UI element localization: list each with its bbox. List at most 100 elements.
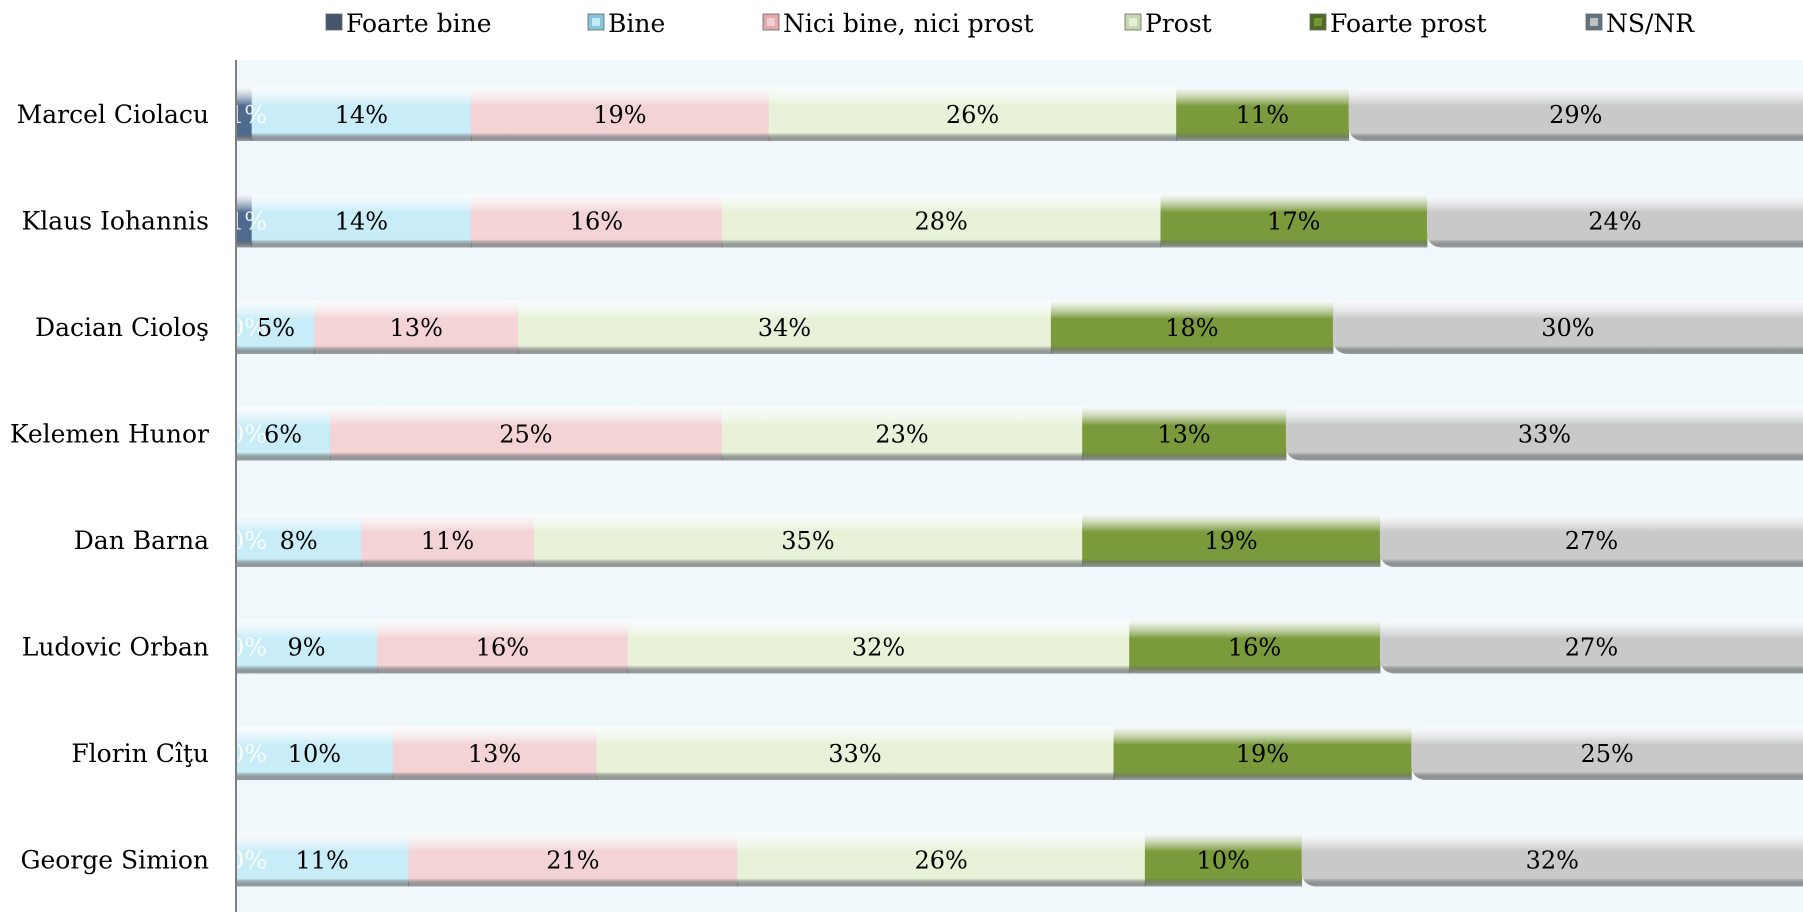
data-label-foarte-bine: 1% (229, 101, 267, 129)
data-label-ns-nr: 27% (1565, 634, 1618, 662)
bar-segment-nici-bine-nici-prost (471, 193, 723, 248)
legend-item-foarte-bine: Foarte bine (325, 9, 492, 38)
legend-label-nici-bine-nici-prost: Nici bine, nici prost (783, 9, 1034, 38)
legend-marker-inner (1129, 18, 1137, 26)
data-label-foarte-bine: 0% (229, 527, 267, 555)
legend-marker-foarte-bine (325, 13, 343, 31)
bar-segment-foarte-prost (1129, 619, 1381, 674)
legend-marker-inner (592, 18, 600, 26)
data-label-ns-nr: 30% (1541, 314, 1594, 342)
bar-segment-nici-bine-nici-prost (471, 87, 770, 141)
data-label-nici-bine-nici-prost: 16% (570, 208, 623, 236)
category-label-klaus-iohannis: Klaus Iohannis (22, 207, 209, 236)
data-label-ns-nr: 25% (1580, 740, 1633, 768)
data-label-prost: 33% (828, 740, 881, 768)
data-label-nici-bine-nici-prost: 19% (593, 101, 646, 129)
legend-label-prost: Prost (1145, 9, 1212, 38)
bar-segment-foarte-prost (1113, 726, 1412, 780)
bar-segment-ns-nr (1379, 619, 1803, 674)
bar-segment-foarte-prost (1160, 193, 1428, 248)
bar-row-dan-barna: 0% 8% 11% 35% 19% 27% (229, 513, 1803, 567)
bar-segment-bine (236, 832, 409, 887)
data-label-prost: 28% (914, 208, 967, 236)
data-label-foarte-prost: 19% (1236, 740, 1289, 768)
data-label-bine: 5% (257, 314, 295, 342)
legend-label-bine: Bine (608, 9, 665, 38)
bar-segment-nici-bine-nici-prost (392, 726, 597, 780)
category-label-dacian-ciolos: Dacian Cioloş (35, 313, 209, 342)
data-label-ns-nr: 24% (1588, 208, 1641, 236)
bar-segment-ns-nr (1348, 87, 1803, 141)
legend: Foarte bine Bine Nici bine, nici prost Pros… (325, 9, 1695, 38)
data-label-foarte-bine: 1% (229, 208, 267, 236)
data-label-nici-bine-nici-prost: 13% (468, 740, 521, 768)
legend-marker-inner (1590, 18, 1598, 26)
bar-segment-foarte-prost (1176, 87, 1350, 141)
legend-label-foarte-bine: Foarte bine (346, 9, 492, 38)
bar-segment-nici-bine-nici-prost (377, 619, 629, 674)
data-label-prost: 26% (946, 101, 999, 129)
data-label-ns-nr: 29% (1549, 101, 1602, 129)
legend-marker-inner (1314, 18, 1322, 26)
bar-segment-nici-bine-nici-prost (330, 406, 723, 461)
legend-label-foarte-prost: Foarte prost (1330, 9, 1487, 38)
category-label-dan-barna: Dan Barna (74, 526, 209, 555)
data-label-bine: 6% (264, 421, 302, 449)
plot-area (236, 60, 1803, 912)
bar-segment-nici-bine-nici-prost (314, 300, 519, 354)
bar-segment-ns-nr (1285, 406, 1803, 461)
bar-segment-foarte-prost (1082, 406, 1287, 461)
bar-segment-foarte-bine (236, 193, 253, 248)
data-label-foarte-prost: 11% (1236, 101, 1289, 129)
data-label-bine: 14% (335, 208, 388, 236)
bar-segment-prost (627, 619, 1130, 674)
data-label-foarte-prost: 10% (1197, 847, 1250, 875)
bar-row-george-simion: 0% 11% 21% 26% 10% 32% (229, 832, 1803, 887)
data-label-prost: 34% (758, 314, 811, 342)
bar-segment-bine (236, 513, 362, 567)
legend-label-ns-nr: NS/NR (1606, 9, 1695, 38)
data-label-bine: 9% (287, 634, 325, 662)
data-label-nici-bine-nici-prost: 16% (476, 634, 529, 662)
bar-segment-prost (737, 832, 1146, 887)
bar-row-klaus-iohannis: 1% 14% 16% 28% 17% 24% (229, 193, 1803, 248)
data-label-foarte-bine: 0% (229, 421, 267, 449)
category-label-george-simion: George Simion (21, 846, 210, 875)
bar-segment-prost (768, 87, 1177, 141)
data-label-foarte-prost: 13% (1157, 421, 1210, 449)
data-label-prost: 35% (781, 527, 834, 555)
data-label-prost: 32% (852, 634, 905, 662)
data-label-nici-bine-nici-prost: 13% (390, 314, 443, 342)
data-label-bine: 8% (280, 527, 318, 555)
data-label-prost: 23% (875, 421, 928, 449)
bar-segment-nici-bine-nici-prost (408, 832, 738, 887)
data-label-prost: 26% (914, 847, 967, 875)
bar-segment-prost (721, 406, 1083, 461)
data-label-foarte-prost: 16% (1228, 634, 1281, 662)
bar-segment-prost (518, 300, 1052, 354)
bar-segment-foarte-prost (1082, 513, 1381, 567)
bar-segment-foarte-prost (1050, 300, 1334, 354)
data-label-foarte-bine: 0% (229, 740, 267, 768)
bar-row-florin-citu: 0% 10% 13% 33% 19% 25% (229, 726, 1803, 780)
legend-item-nici-bine-nici-prost: Nici bine, nici prost (762, 9, 1034, 38)
bar-row-ludovic-orban: 0% 9% 16% 32% 16% 27% (229, 619, 1803, 674)
data-label-nici-bine-nici-prost: 25% (499, 421, 552, 449)
category-labels: Marcel Ciolacu Klaus Iohannis Dacian Ciolo… (10, 100, 209, 875)
data-label-bine: 11% (296, 847, 349, 875)
data-label-ns-nr: 33% (1518, 421, 1571, 449)
bar-segment-ns-nr (1332, 300, 1803, 354)
data-label-foarte-prost: 19% (1204, 527, 1257, 555)
data-label-nici-bine-nici-prost: 21% (546, 847, 599, 875)
bar-row-dacian-ciolos: 0%5% 13% 34% 18% 30% (229, 300, 1803, 354)
bar-segment-bine (236, 726, 394, 780)
category-label-ludovic-orban: Ludovic Orban (22, 633, 209, 662)
legend-item-bine: Bine (587, 9, 665, 38)
data-label-ns-nr: 27% (1565, 527, 1618, 555)
data-label-foarte-bine: 0% (229, 634, 267, 662)
data-label-bine: 10% (288, 740, 341, 768)
bar-segment-foarte-bine (236, 87, 253, 141)
bar-segment-bine (236, 619, 378, 674)
legend-marker-inner (767, 18, 775, 26)
data-label-bine: 14% (335, 101, 388, 129)
